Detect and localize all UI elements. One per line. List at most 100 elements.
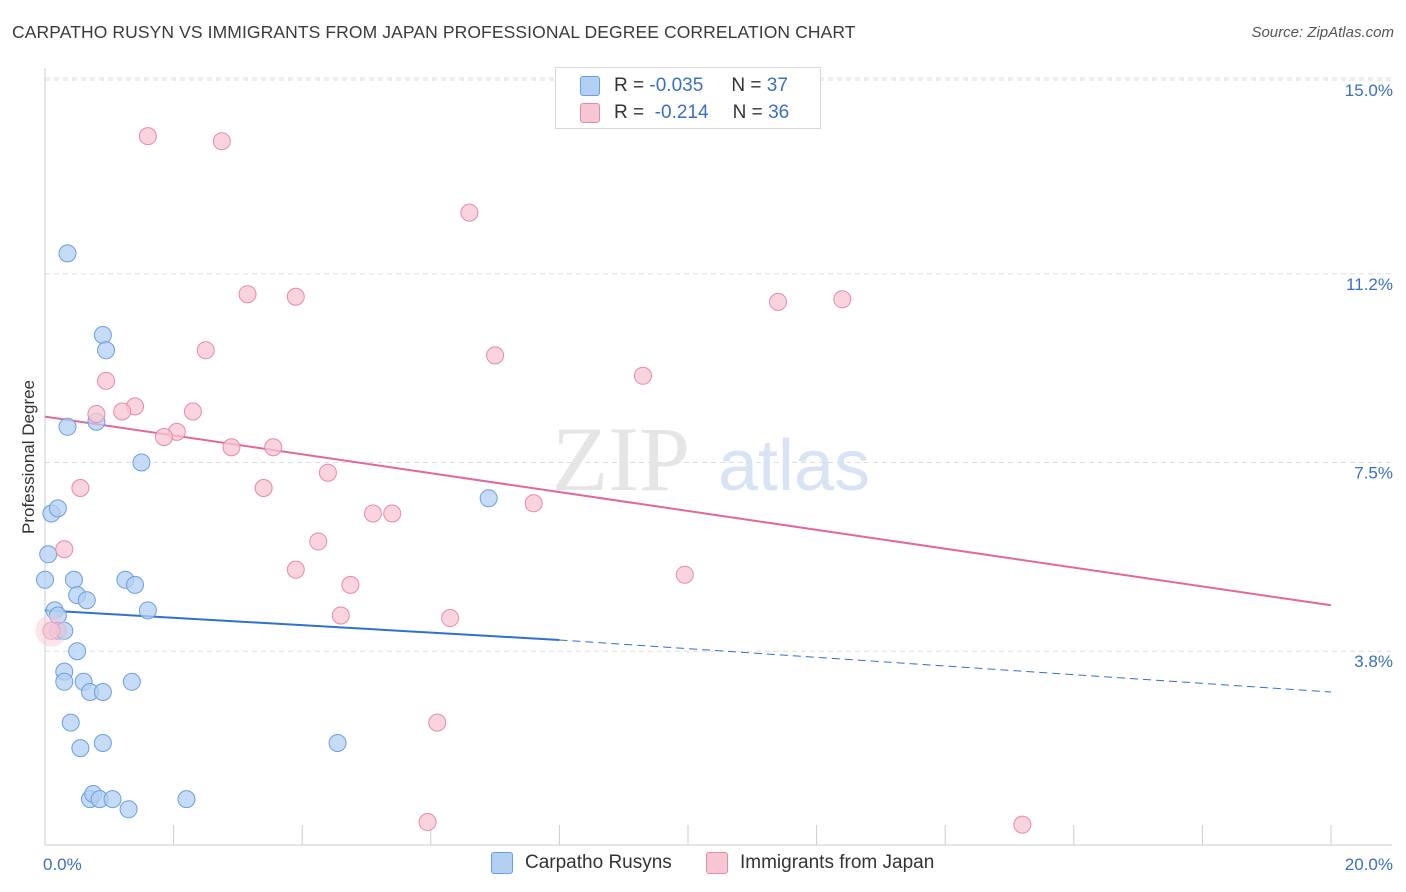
point-immigrants-from-japan [254,479,273,497]
legend-r-value: -0.214 [654,102,709,123]
point-carpatho-rusyns [64,570,83,589]
point-immigrants-from-japan [428,713,447,732]
x-tick-label: 20.0% [1345,855,1393,874]
point-carpatho-rusyns [55,672,74,691]
point-carpatho-rusyns [97,341,116,360]
legend-row-carpatho: R = -0.035 N = 37 [580,74,788,98]
trend-lines [44,415,1332,693]
y-tick-label: 15.0% [1345,81,1393,100]
legend-n-value: 37 [766,75,788,96]
legend-n-label: N = [732,102,763,123]
point-immigrants-from-japan [286,560,305,579]
y-tick-label: 3.8% [1354,652,1393,671]
point-immigrants-from-japan [154,428,173,446]
legend-r-value: -0.035 [649,75,704,96]
point-carpatho-rusyns [93,683,112,701]
legend-n-label: N = [731,75,762,96]
y-tick-label: 7.5% [1354,464,1393,483]
point-carpatho-rusyns [71,739,90,758]
point-immigrants-from-japan [286,287,305,306]
watermark-atlas: atlas [718,426,870,506]
point-carpatho-rusyns [126,575,145,594]
legend-item-immigrants-from-japan: Immigrants from Japan [706,852,934,874]
grid-lines [45,77,1392,652]
point-immigrants-from-japan [87,405,106,424]
point-carpatho-rusyns [479,489,498,508]
point-immigrants-from-japan [769,292,788,311]
correlation-legend: R = -0.035 N = 37 R = -0.214 N = 36 [555,67,821,129]
point-carpatho-rusyns [103,790,122,809]
point-carpatho-rusyns [77,591,96,610]
chart-title: CARPATHO RUSYN VS IMMIGRANTS FROM JAPAN … [12,22,856,42]
point-carpatho-rusyns [93,734,112,752]
point-carpatho-rusyns [122,672,141,691]
point-carpatho-rusyns [328,734,347,752]
tick-labels: 3.8% 7.5% 11.2% 15.0% 0.0% 20.0% [43,81,1393,874]
legend-n-value: 36 [768,102,790,123]
legend-label: Carpatho Rusyns [525,852,672,873]
x-tick-label: 0.0% [43,855,82,874]
y-axis-label: Professional Degree [19,380,38,534]
legend-item-carpatho-rusyns: Carpatho Rusyns [491,852,672,874]
point-carpatho-rusyns [39,545,58,564]
y-tick-label: 11.2% [1346,275,1393,294]
point-immigrants-from-japan [183,402,202,421]
point-immigrants-from-japan [97,371,116,390]
watermark-zip: ZIP [552,408,690,510]
legend-swatch-pink [706,852,728,874]
point-immigrants-from-japan [1013,815,1032,834]
point-immigrants-from-japan [441,609,460,628]
trend-line-immigrants-from-japan [44,415,1332,607]
watermark: ZIP atlas [552,408,870,510]
point-carpatho-rusyns [119,800,138,819]
point-immigrants-from-japan [212,132,231,151]
point-immigrants-from-japan [833,290,852,309]
point-immigrants-from-japan-large [35,614,68,647]
point-immigrants-from-japan [318,463,337,482]
legend-row-japan: R = -0.214 N = 36 [580,101,789,125]
source-label: Source: ZipAtlas.com [1251,24,1394,41]
point-carpatho-rusyns [61,713,80,732]
point-immigrants-from-japan [196,341,215,360]
point-immigrants-from-japan [222,438,241,457]
point-carpatho-rusyns [177,790,196,809]
point-carpatho-rusyns [58,244,77,263]
point-immigrants-from-japan [524,494,543,513]
point-immigrants-from-japan [309,532,328,551]
legend-swatch-pink [580,103,600,123]
axes [44,68,1392,846]
point-immigrants-from-japan [138,127,157,146]
trend-line-carpatho-rusyns-extension [559,639,1332,693]
point-immigrants-from-japan [42,621,61,640]
point-immigrants-from-japan [383,504,402,523]
legend-swatch-blue [491,852,513,874]
point-carpatho-rusyns [132,453,151,472]
point-carpatho-rusyns [58,417,77,436]
legend-r-label: R = [614,75,645,96]
point-immigrants-from-japan [341,575,360,594]
series-legend: Carpatho Rusyns Immigrants from Japan [0,852,1406,878]
point-immigrants-from-japan [264,438,283,457]
point-immigrants-from-japan [55,540,74,559]
point-carpatho-rusyns [68,642,87,661]
point-carpatho-rusyns [36,570,54,589]
point-immigrants-from-japan [675,565,694,584]
point-immigrants-from-japan [238,285,257,304]
point-immigrants-from-japan [363,504,382,523]
data-points [35,127,1032,834]
point-carpatho-rusyns [138,601,157,620]
point-immigrants-from-japan [460,203,479,222]
point-immigrants-from-japan [633,366,652,385]
point-carpatho-rusyns [93,326,112,344]
point-immigrants-from-japan [71,479,90,497]
legend-swatch-blue [580,76,600,96]
point-immigrants-from-japan [418,813,437,832]
point-immigrants-from-japan [486,346,505,365]
legend-label: Immigrants from Japan [740,852,935,873]
point-immigrants-from-japan [331,606,350,625]
point-carpatho-rusyns [48,499,67,518]
trend-line-carpatho-rusyns [44,609,560,641]
point-immigrants-from-japan [113,402,132,421]
legend-r-label: R = [614,102,645,123]
